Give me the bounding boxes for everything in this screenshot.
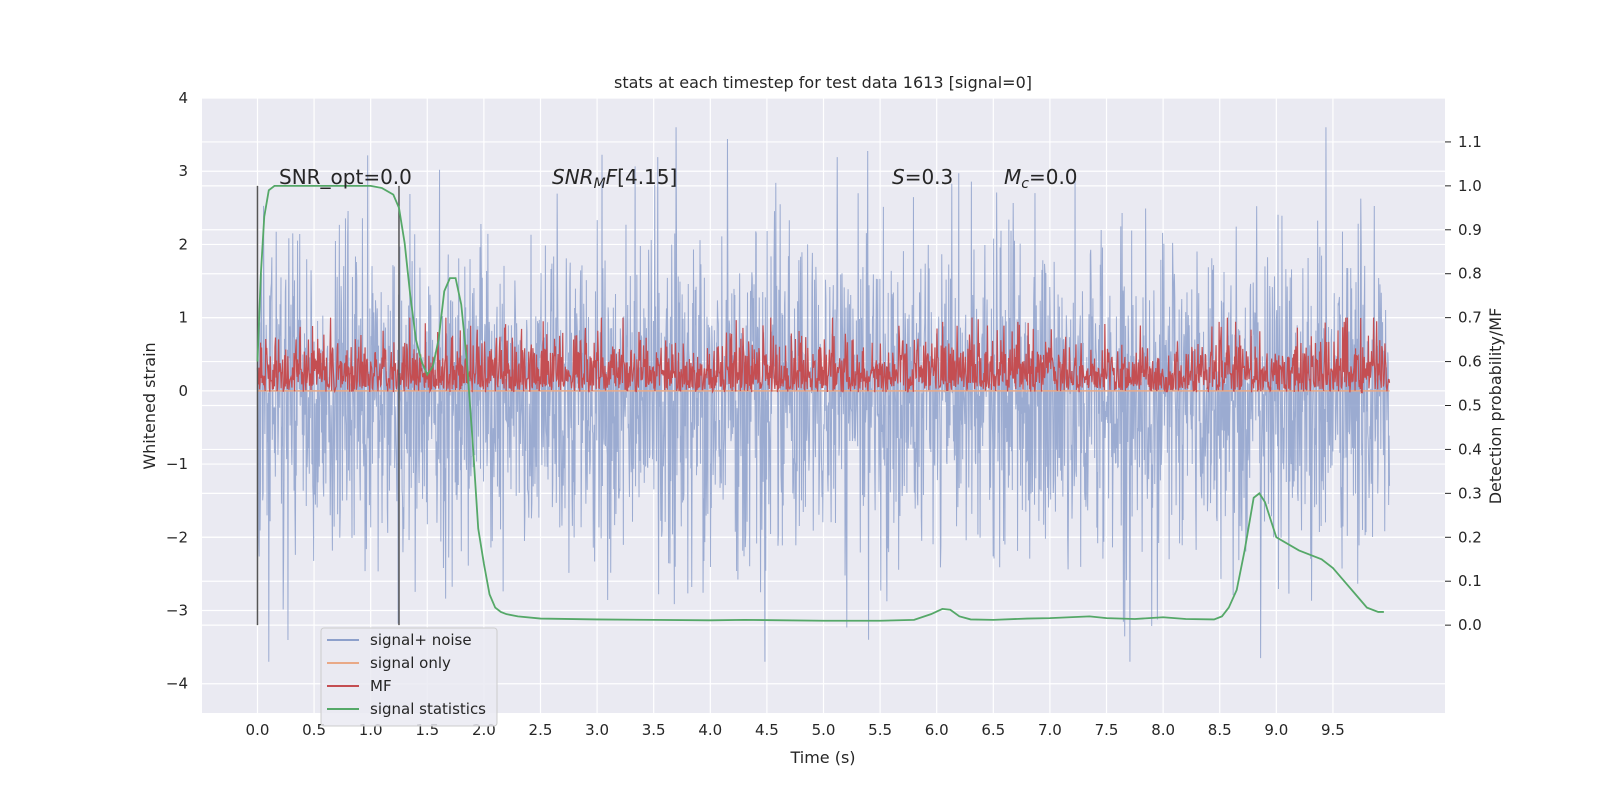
x-tick-label: 9.0 <box>1264 721 1288 739</box>
y-right-tick-label: 0.0 <box>1458 616 1482 634</box>
x-tick-label: 7.5 <box>1095 721 1119 739</box>
x-tick-label: 0.5 <box>302 721 326 739</box>
y-left-tick-label: 4 <box>178 89 188 107</box>
x-tick-label: 5.5 <box>868 721 892 739</box>
x-tick-label: 4.0 <box>698 721 722 739</box>
y-left-tick-label: −2 <box>166 528 188 546</box>
y-right-tick-label: 0.1 <box>1458 572 1482 590</box>
x-tick-label: 6.5 <box>981 721 1005 739</box>
y-left-axis-ticks: 4 3 2 1 0 −1 −2 −3 −4 <box>166 89 188 693</box>
y-left-tick-label: −4 <box>166 675 188 693</box>
x-tick-label: 4.5 <box>755 721 779 739</box>
legend-box <box>320 627 498 727</box>
y-left-tick-label: 3 <box>178 162 188 180</box>
x-tick-label: 5.0 <box>812 721 836 739</box>
annotation-snr-opt: SNR_opt=0.0 <box>279 165 412 189</box>
legend-label-mf: MF <box>370 677 392 695</box>
annotation-mc: Mc=0.0 <box>1004 165 1078 192</box>
y-right-axis-label: Detection probability/MF <box>1486 308 1505 505</box>
x-tick-label: 7.0 <box>1038 721 1062 739</box>
y-left-tick-label: 0 <box>178 382 188 400</box>
y-right-tick-label: 0.8 <box>1458 265 1482 283</box>
annotation-snr-mf: SNRMF[4.15] <box>552 165 677 192</box>
x-tick-label: 3.5 <box>642 721 666 739</box>
y-right-tick-label: 0.2 <box>1458 528 1482 546</box>
annotation-s-value: =0.3 <box>905 165 954 189</box>
x-axis-label: Time (s) <box>789 748 855 767</box>
y-right-tick-label: 0.3 <box>1458 484 1482 502</box>
x-tick-label: 6.0 <box>925 721 949 739</box>
y-right-tick-label: 0.4 <box>1458 440 1482 458</box>
legend-label-signal-statistics: signal statistics <box>370 700 486 718</box>
annotation-s: S=0.3 <box>892 165 953 189</box>
legend-label-signal-noise: signal+ noise <box>370 631 472 649</box>
x-tick-label: 8.5 <box>1208 721 1232 739</box>
y-left-tick-label: 1 <box>178 309 188 327</box>
series-layer <box>256 127 1391 662</box>
y-right-tick-label: 0.9 <box>1458 221 1482 239</box>
y-left-tick-label: −3 <box>166 602 188 620</box>
x-tick-label: 8.0 <box>1151 721 1175 739</box>
y-left-axis-label: Whitened strain <box>140 342 159 469</box>
y-left-tick-label: 2 <box>178 235 188 253</box>
x-tick-label: 9.5 <box>1321 721 1345 739</box>
y-right-tick-label: 1.1 <box>1458 133 1482 151</box>
y-left-tick-label: −1 <box>166 455 188 473</box>
y-right-tick-label: 0.6 <box>1458 353 1482 371</box>
x-tick-label: 0.0 <box>246 721 270 739</box>
series-signal-statistics <box>256 184 1384 622</box>
legend: signal+ noise signal only MF signal stat… <box>320 627 498 727</box>
legend-label-signal-only: signal only <box>370 654 451 672</box>
series-mf <box>256 317 1391 394</box>
y-right-tick-label: 0.5 <box>1458 397 1482 415</box>
y-right-axis-ticks: 0.0 0.1 0.2 0.3 0.4 0.5 0.6 0.7 0.8 0.9 1.0 1.1 <box>1445 133 1482 634</box>
x-tick-label: 3.0 <box>585 721 609 739</box>
y-right-tick-label: 0.7 <box>1458 309 1482 327</box>
x-tick-label: 2.5 <box>529 721 553 739</box>
y-right-tick-label: 1.0 <box>1458 177 1482 195</box>
annotation-mc-value: =0.0 <box>1029 165 1078 189</box>
annotation-snr-mf-value: [4.15] <box>617 165 677 189</box>
x-axis-ticks: 0.0 0.5 1.0 1.5 2.0 2.5 3.0 3.5 4.0 4.5 5.0 5.5 6.0 6… <box>246 721 1345 739</box>
chart-title: stats at each timestep for test data 161… <box>614 73 1032 92</box>
